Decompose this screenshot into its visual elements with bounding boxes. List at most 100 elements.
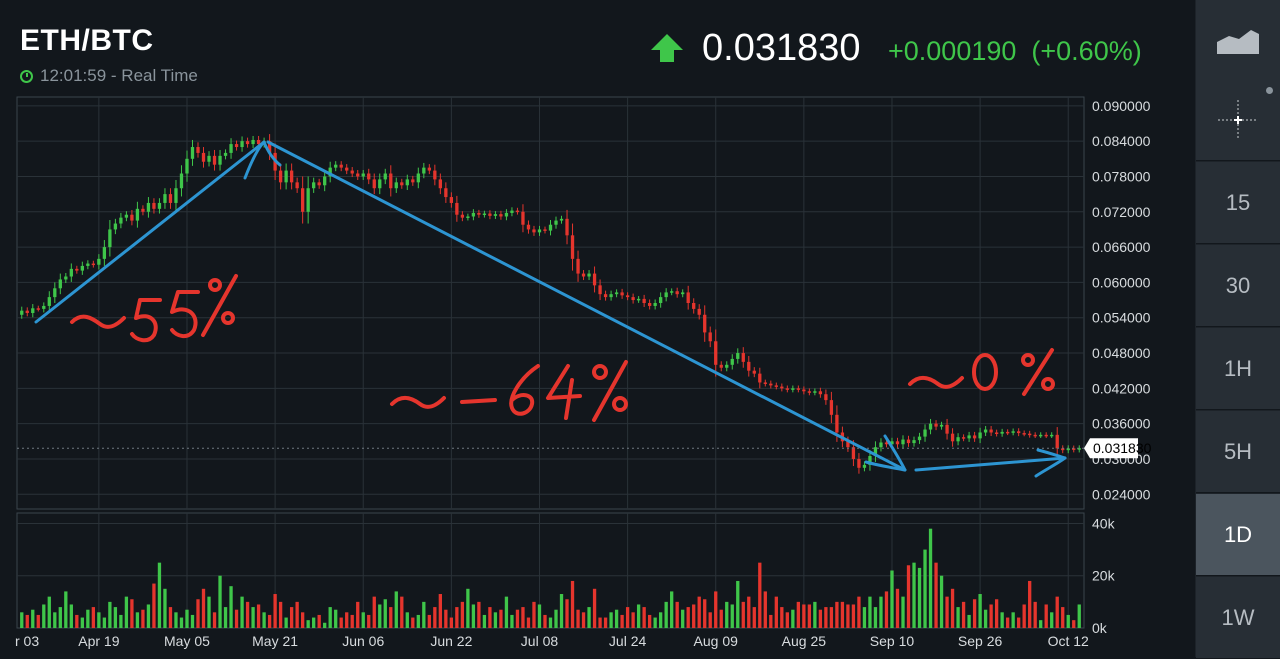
volume-bar xyxy=(130,599,134,628)
volume-bar xyxy=(917,567,922,628)
candle-body xyxy=(978,432,982,439)
volume-bar xyxy=(835,601,839,628)
volume-bar xyxy=(75,614,79,628)
volume-bar xyxy=(846,604,850,628)
volume-bar xyxy=(934,562,938,628)
volume-bar xyxy=(681,609,685,628)
chart-type-button[interactable] xyxy=(1196,0,1280,82)
time-tick-label: Apr 19 xyxy=(78,633,119,649)
candle-body xyxy=(1011,431,1015,433)
volume-bar xyxy=(152,583,156,628)
candle-body xyxy=(587,273,591,277)
volume-bar xyxy=(791,609,795,628)
volume-bar xyxy=(499,609,503,628)
volume-bar xyxy=(636,604,641,628)
volume-bar xyxy=(692,604,696,628)
volume-bar xyxy=(300,612,305,628)
interval-1w[interactable]: 1W xyxy=(1196,577,1280,659)
volume-bar xyxy=(466,588,470,628)
candle-body xyxy=(1055,434,1059,449)
volume-bar xyxy=(339,617,343,628)
volume-bar xyxy=(581,612,586,628)
volume-bar xyxy=(289,607,294,628)
volume-bar xyxy=(86,609,90,628)
volume-bar xyxy=(256,604,261,628)
volume-bar xyxy=(576,609,580,628)
volume-bar xyxy=(818,609,823,628)
time-tick-label: Jul 24 xyxy=(609,633,647,649)
candle-body xyxy=(879,442,883,448)
volume-bar xyxy=(972,599,977,628)
volume-bar xyxy=(416,614,420,628)
volume-tick-label: 20k xyxy=(1092,568,1116,584)
candle-body xyxy=(477,212,481,215)
candle-body xyxy=(130,214,134,221)
interval-30[interactable]: 30 xyxy=(1196,245,1280,327)
volume-bar xyxy=(1017,617,1021,628)
price-axis: 0.090000 0.084000 0.078000 0.072000 0.066000… xyxy=(1092,98,1151,502)
volume-bar xyxy=(730,604,734,628)
candle-body xyxy=(75,268,79,271)
change-abs: +0.000190 xyxy=(888,36,1017,66)
interval-1h[interactable]: 1H xyxy=(1196,328,1280,410)
candle-body xyxy=(581,273,586,277)
clock-icon xyxy=(20,69,33,83)
interval-1d[interactable]: 1D xyxy=(1196,494,1280,576)
volume-bar xyxy=(444,609,448,628)
volume-bar xyxy=(482,614,487,628)
volume-bar xyxy=(394,591,398,628)
volume-bar xyxy=(422,601,426,628)
timestamp: 12:01:59 - Real Time xyxy=(20,66,198,86)
candle-body xyxy=(339,164,343,168)
price-tick-label: 0.024000 xyxy=(1092,486,1151,502)
price-tick-label: 0.060000 xyxy=(1092,274,1151,290)
candle-body xyxy=(135,208,140,221)
volume-bar xyxy=(526,617,531,628)
crosshair-button[interactable] xyxy=(1196,79,1280,161)
candle-body xyxy=(741,353,745,362)
candle-body xyxy=(284,170,288,183)
volume-bar xyxy=(323,622,327,628)
candle-body xyxy=(890,441,894,445)
volume-bar xyxy=(179,617,184,628)
candle-body xyxy=(300,188,305,212)
volume-bar xyxy=(317,614,321,628)
candle-body xyxy=(681,292,685,295)
interval-5h[interactable]: 5H xyxy=(1196,411,1280,493)
candle-body xyxy=(455,202,459,215)
candle-body xyxy=(1039,434,1043,437)
volume-bar xyxy=(625,607,630,628)
up-arrow-icon xyxy=(651,34,683,62)
volume-bar xyxy=(515,609,520,628)
candle-body xyxy=(372,179,376,189)
volume-bar xyxy=(554,609,558,628)
volume-bar xyxy=(697,596,701,628)
candle-body xyxy=(141,208,145,212)
volume-bar xyxy=(36,614,40,628)
volume-bar xyxy=(780,607,784,628)
volume-bar xyxy=(807,604,812,628)
candle-body xyxy=(411,179,415,183)
volume-bar xyxy=(736,580,740,628)
candle-body xyxy=(378,179,382,189)
candle-body xyxy=(251,139,255,145)
candle-body xyxy=(653,303,657,306)
price-chart[interactable]: 0.090000 0.084000 0.078000 0.072000 0.066000… xyxy=(0,96,1195,657)
candle-body xyxy=(752,370,756,374)
volume-bar xyxy=(978,594,982,628)
volume-bar xyxy=(157,562,162,628)
candle-body xyxy=(780,386,784,389)
price-tick-label: 0.054000 xyxy=(1092,310,1151,326)
volume-bar xyxy=(113,607,118,628)
volume-bar xyxy=(675,601,679,628)
volume-bar xyxy=(47,596,51,628)
downtrend-arrowhead xyxy=(864,434,907,472)
candle-body xyxy=(433,170,437,180)
price-tick-label: 0.078000 xyxy=(1092,168,1151,184)
candle-body xyxy=(994,432,999,434)
interval-15[interactable]: 15 xyxy=(1196,162,1280,244)
candle-body xyxy=(267,141,272,153)
candle-body xyxy=(201,152,206,162)
volume-bar xyxy=(559,594,564,628)
volume-bar xyxy=(361,612,365,628)
